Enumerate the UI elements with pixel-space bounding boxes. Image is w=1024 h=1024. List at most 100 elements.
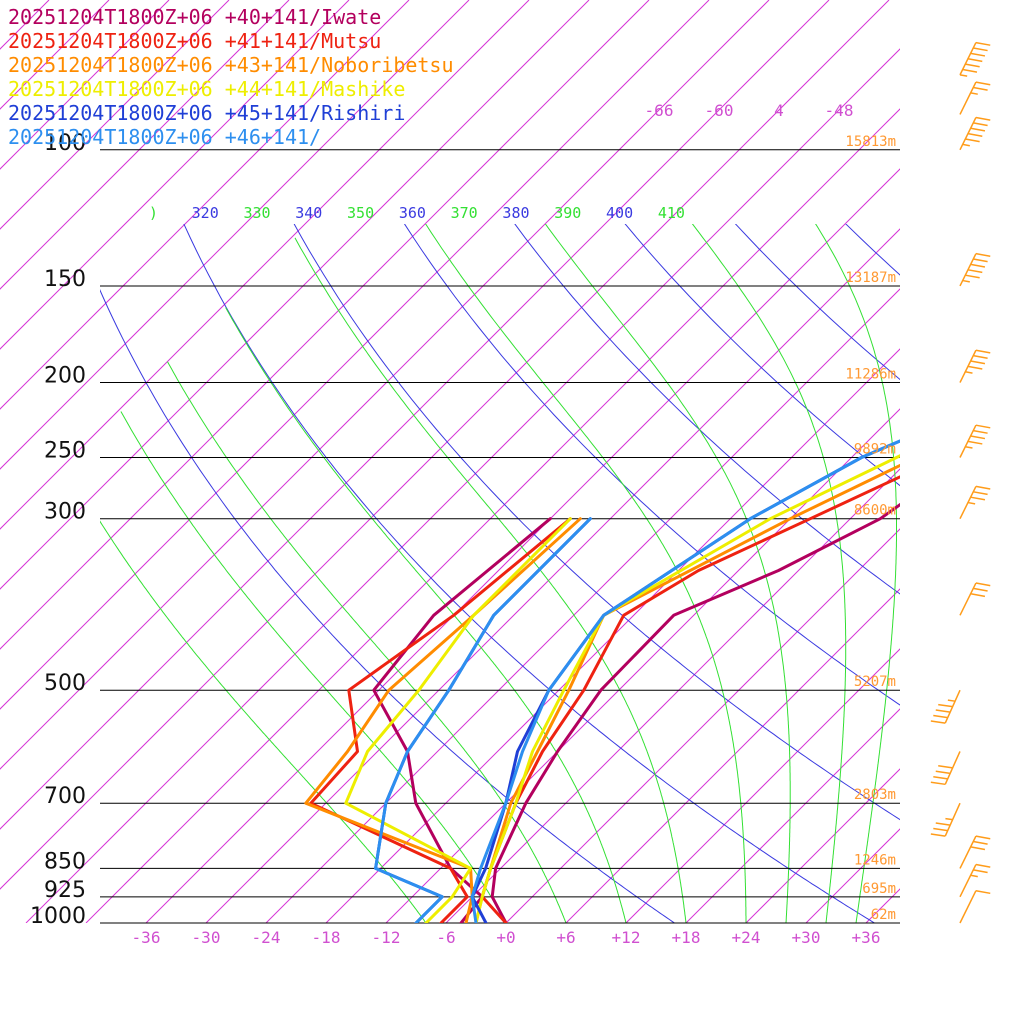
wind-barb-flag bbox=[975, 116, 991, 121]
wind-barb-flag bbox=[962, 68, 978, 73]
upper-isotherm-label: 4 bbox=[774, 101, 784, 120]
wind-barbs bbox=[930, 41, 991, 924]
temperature-profile bbox=[480, 475, 900, 923]
pressure-label: 300 bbox=[44, 500, 86, 525]
wind-barb-staff bbox=[944, 751, 961, 785]
wind-barb-flag bbox=[975, 863, 991, 868]
wind-barb-flag bbox=[970, 496, 986, 501]
dry-adiabat-line bbox=[862, 133, 1024, 923]
height-label: 62m bbox=[871, 907, 896, 923]
wind-barb-half-flag bbox=[947, 699, 956, 702]
isotherm-line bbox=[505, 528, 900, 923]
wind-barb-flag bbox=[935, 822, 951, 826]
wind-barb-flag bbox=[933, 776, 948, 780]
dewpoint-profile bbox=[309, 517, 572, 923]
isotherm-line bbox=[145, 168, 900, 923]
wind-barb-flag bbox=[973, 86, 988, 91]
wind-barb-flag bbox=[973, 122, 988, 127]
pressure-label: 925 bbox=[44, 878, 86, 903]
wind-barb-flag bbox=[975, 252, 991, 258]
isotherm-line bbox=[625, 648, 900, 923]
theta-label: 380 bbox=[502, 204, 529, 222]
dewpoint-profile bbox=[372, 517, 552, 923]
wind-barb-flag bbox=[970, 593, 986, 598]
height-label: 13187m bbox=[845, 270, 896, 286]
wind-barb-flag bbox=[975, 582, 991, 587]
temperature-tick-label: -30 bbox=[192, 928, 221, 947]
theta-label: 400 bbox=[606, 204, 633, 222]
wind-barb-flag bbox=[973, 258, 988, 263]
temperature-tick-label: -24 bbox=[252, 928, 281, 947]
pressure-label: 500 bbox=[44, 671, 86, 696]
wind-barb-staff bbox=[959, 890, 977, 924]
isotherm-line bbox=[385, 408, 900, 923]
wind-barb-flag bbox=[970, 52, 986, 57]
temperature-profile bbox=[470, 439, 900, 923]
wind-barb bbox=[959, 252, 991, 287]
isotherm-line bbox=[25, 48, 900, 923]
height-label: 15813m bbox=[845, 134, 896, 150]
temperature-tick-label: -6 bbox=[436, 928, 455, 947]
pressure-label: 1000 bbox=[30, 904, 86, 929]
temperature-tick-label: -36 bbox=[132, 928, 161, 947]
isotherm-line bbox=[0, 0, 890, 890]
height-label: 1246m bbox=[854, 852, 896, 868]
wind-barb-flag bbox=[933, 714, 948, 719]
isotherm-line bbox=[0, 0, 590, 590]
theta-label: 340 bbox=[295, 204, 322, 222]
isotherm-line bbox=[0, 0, 170, 170]
moist-adiabat-line bbox=[120, 411, 507, 923]
wind-barb bbox=[959, 582, 991, 616]
upper-isotherm-label: -66 bbox=[645, 101, 674, 120]
wind-barb-staff bbox=[944, 802, 961, 837]
wind-barb-flag bbox=[973, 587, 988, 592]
temperature-tick-label: +36 bbox=[852, 928, 881, 947]
wind-barb bbox=[959, 41, 991, 77]
wind-barb-flag bbox=[967, 365, 983, 370]
wind-barb-flag bbox=[930, 720, 946, 724]
wind-barb-flag bbox=[965, 63, 980, 68]
wind-barb bbox=[959, 485, 991, 520]
moist-adiabat-line bbox=[167, 361, 567, 923]
height-label: 695m bbox=[862, 881, 896, 897]
wind-barb-half-flag bbox=[962, 279, 970, 283]
height-label: 2803m bbox=[854, 787, 896, 803]
isotherm-line bbox=[0, 0, 350, 350]
isotherm-line bbox=[745, 768, 900, 923]
wind-barb-flag bbox=[938, 703, 953, 708]
wind-barb-flag bbox=[973, 869, 988, 874]
moist-adiabat-line bbox=[100, 520, 427, 923]
dewpoint-profile bbox=[304, 517, 582, 923]
theta-label: 370 bbox=[451, 204, 478, 222]
height-label: 9892m bbox=[854, 441, 896, 457]
wind-barb-flag bbox=[970, 263, 986, 268]
isotherm-line bbox=[565, 588, 900, 923]
isotherm-grid bbox=[0, 0, 900, 923]
pressure-label: 250 bbox=[44, 438, 86, 463]
pressure-label: 850 bbox=[44, 849, 86, 874]
dewpoint-profile bbox=[374, 517, 592, 923]
wind-barb-half-flag bbox=[970, 874, 978, 878]
moist-adiabat-line bbox=[815, 224, 897, 923]
legend-entry: 20251204T1800Z+06 +46+141/ bbox=[8, 125, 321, 149]
wind-barb bbox=[959, 81, 991, 115]
sounding-profiles bbox=[304, 439, 900, 923]
wind-barb-flag bbox=[975, 485, 991, 490]
wind-barb bbox=[959, 889, 991, 924]
wind-barb-flag bbox=[970, 127, 986, 132]
temperature-tick-label: +24 bbox=[732, 928, 761, 947]
pressure-label: 100 bbox=[44, 131, 86, 156]
height-label: 5207m bbox=[854, 674, 896, 690]
wind-barb-flag bbox=[938, 765, 953, 769]
wind-barb bbox=[959, 424, 991, 458]
theta-label: 330 bbox=[243, 204, 270, 222]
wind-barb-half-flag bbox=[945, 817, 953, 821]
isotherm-line bbox=[0, 0, 470, 470]
wind-barb-flag bbox=[973, 429, 988, 434]
theta-label: 390 bbox=[554, 204, 581, 222]
wind-barb bbox=[959, 349, 991, 383]
pressure-label: 700 bbox=[44, 784, 86, 809]
wind-barb-flag bbox=[970, 360, 986, 365]
wind-barb-flag bbox=[975, 424, 991, 429]
